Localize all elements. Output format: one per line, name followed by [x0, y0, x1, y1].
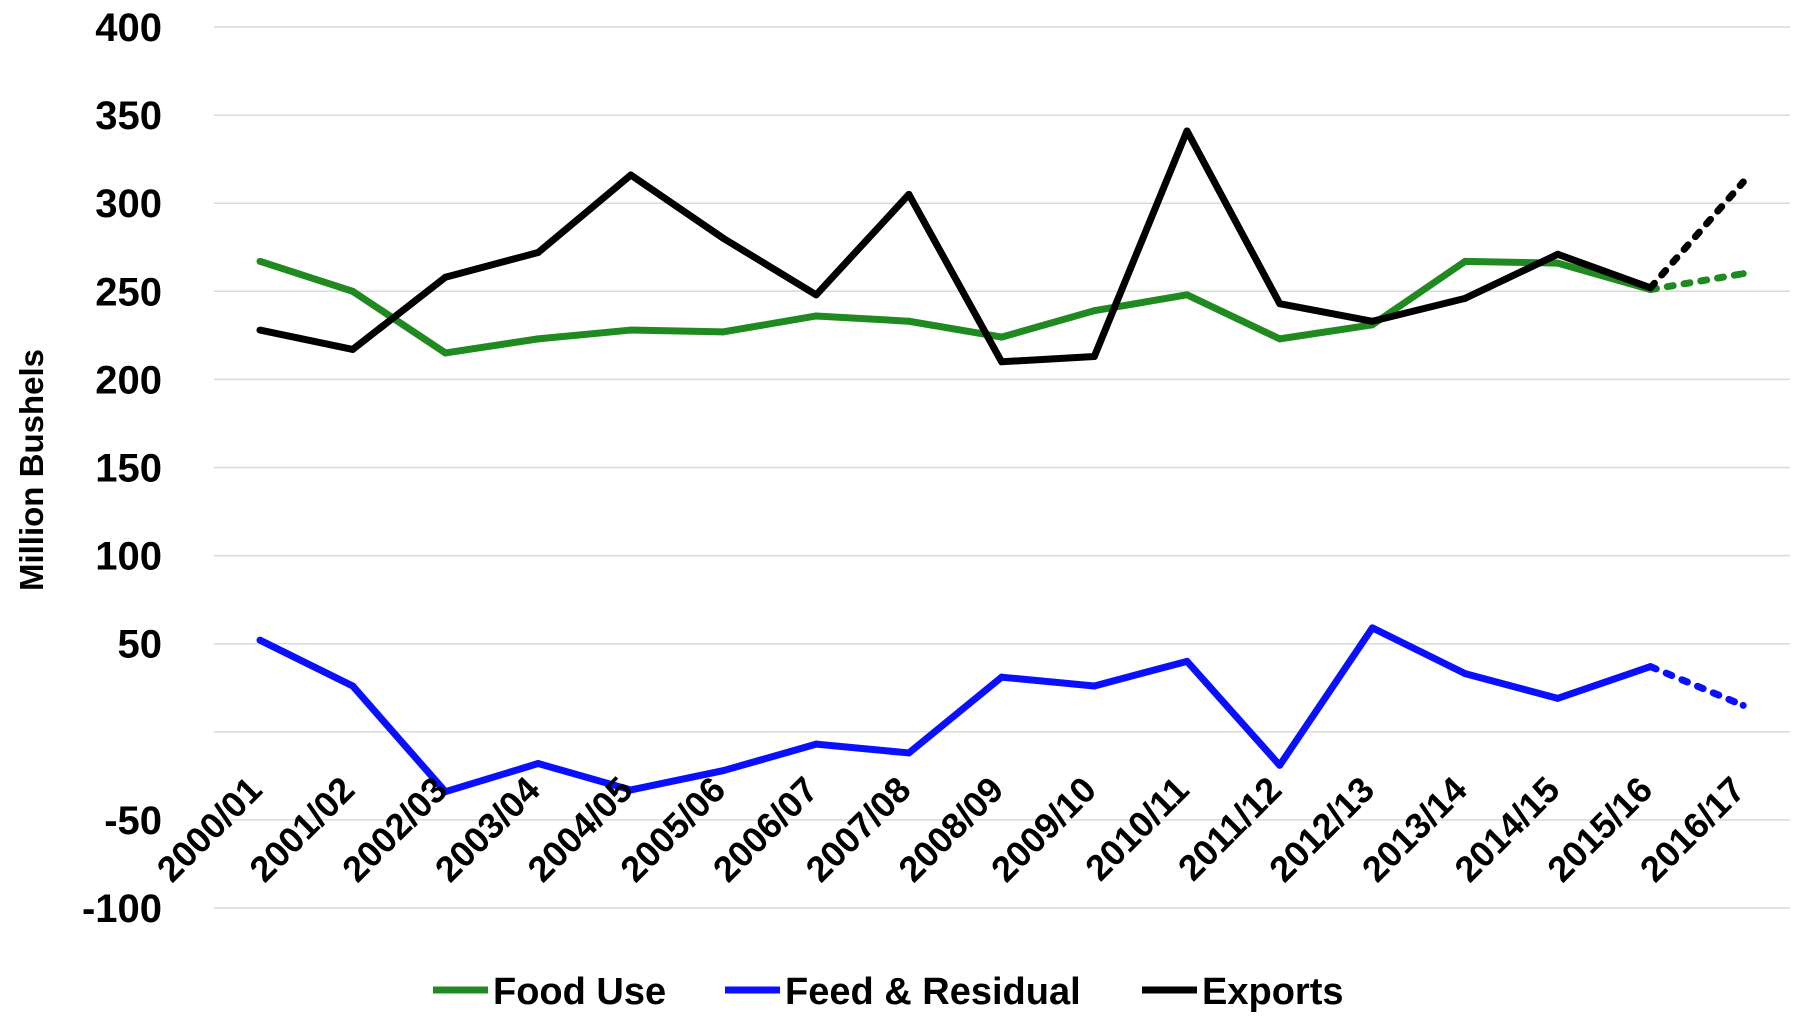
data-point	[1183, 291, 1191, 299]
series-projection-line	[1647, 270, 1747, 294]
y-tick-label: 100	[95, 535, 162, 579]
gridlines	[214, 26, 1790, 909]
data-point	[256, 326, 264, 334]
data-point	[812, 312, 820, 320]
data-point	[905, 749, 913, 757]
data-point	[720, 767, 727, 775]
y-tick-label: 300	[95, 182, 162, 226]
y-axis-label: Million Bushels	[13, 349, 50, 591]
y-tick-label: 150	[95, 447, 162, 491]
y-tick-label: 350	[95, 94, 162, 138]
data-point	[627, 786, 635, 794]
series-projection-line	[1647, 178, 1747, 292]
data-point	[349, 345, 357, 353]
data-point	[1739, 270, 1747, 278]
data-point	[1461, 294, 1469, 302]
data-point	[441, 349, 449, 357]
y-tick-label: -50	[104, 799, 162, 843]
data-point	[1647, 663, 1654, 671]
legend: Food Use Feed & Residual Exports	[433, 971, 1343, 1013]
x-tick-label: 2009/10	[983, 769, 1104, 890]
data-point	[1183, 657, 1191, 665]
data-point	[1739, 701, 1747, 709]
data-point	[627, 326, 635, 334]
data-point	[1183, 127, 1191, 135]
data-point	[1647, 284, 1654, 292]
legend-label: Feed & Residual	[785, 971, 1081, 1013]
data-point	[1276, 761, 1284, 769]
data-point	[1276, 300, 1284, 308]
data-point	[1461, 670, 1469, 678]
data-point	[1276, 335, 1284, 343]
legend-label: Food Use	[493, 971, 666, 1013]
data-point	[349, 682, 357, 690]
y-tick-label: 400	[95, 6, 162, 50]
data-point	[1739, 178, 1747, 186]
data-point	[998, 673, 1006, 681]
data-point	[998, 358, 1006, 366]
data-point	[1554, 694, 1562, 702]
data-point	[256, 257, 264, 265]
data-point	[349, 287, 357, 295]
series-lines	[256, 127, 1747, 796]
data-point	[1461, 257, 1469, 265]
data-point	[441, 788, 449, 796]
data-point	[534, 335, 542, 343]
y-tick-label: 200	[95, 358, 162, 402]
data-point	[1090, 307, 1098, 315]
legend-label: Exports	[1202, 971, 1343, 1013]
data-point	[1554, 250, 1562, 258]
data-point	[905, 317, 913, 325]
x-tick-label: 2016/17	[1632, 769, 1753, 890]
y-tick-label: -100	[82, 887, 162, 931]
x-tick-label: 2010/11	[1077, 769, 1197, 889]
data-point	[534, 249, 542, 257]
series-projection-line	[1647, 663, 1747, 709]
data-point	[441, 273, 449, 281]
data-point	[1368, 624, 1376, 632]
data-point	[534, 760, 542, 768]
series-line	[258, 257, 1652, 357]
series-line	[259, 127, 1652, 366]
data-point	[256, 636, 264, 644]
data-point	[812, 740, 820, 748]
data-point	[1554, 259, 1562, 267]
y-axis-ticks: -100 -50 50 100 150 200 250 300 350 400	[82, 6, 162, 931]
data-point	[905, 190, 913, 198]
y-tick-label: 250	[95, 270, 162, 314]
y-tick-label: 50	[118, 623, 163, 667]
data-point	[812, 291, 820, 299]
data-point	[1090, 352, 1098, 360]
x-axis-ticks: 2000/012001/022002/032003/042004/052005/…	[149, 769, 1753, 890]
data-point	[627, 171, 635, 179]
data-point	[998, 333, 1006, 341]
data-point	[720, 234, 727, 242]
data-point	[1368, 317, 1376, 325]
data-point	[720, 328, 727, 336]
series-line	[258, 624, 1652, 796]
data-point	[1090, 682, 1098, 690]
